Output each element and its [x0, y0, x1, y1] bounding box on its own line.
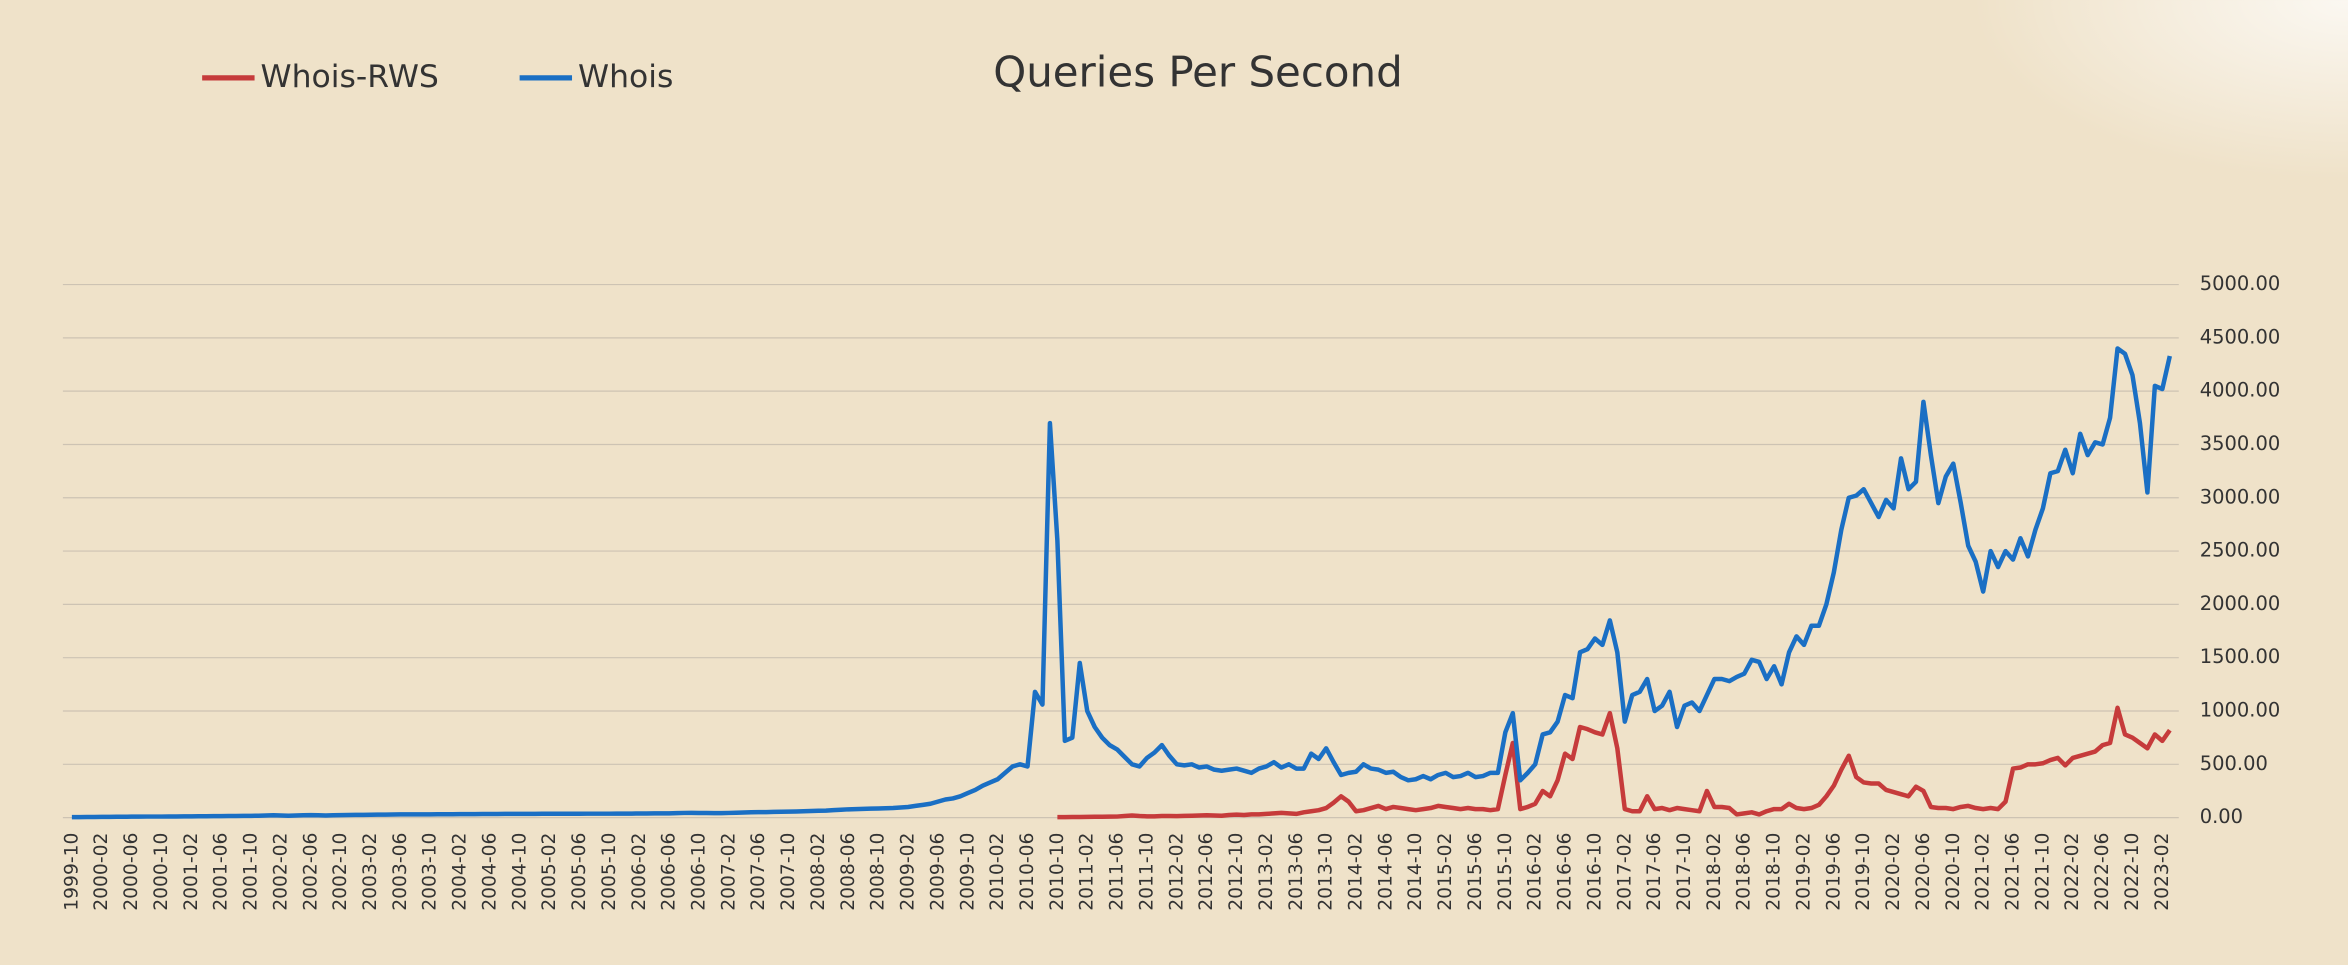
y-tick-label: 0.00 — [2200, 805, 2243, 828]
x-tick-label: 2006-02 — [629, 833, 650, 911]
x-tick-label: 2000-10 — [151, 833, 172, 911]
y-tick-label: 3500.00 — [2200, 432, 2280, 455]
x-tick-label: 2005-06 — [569, 833, 590, 911]
x-tick-label: 2021-02 — [1973, 833, 1994, 911]
x-tick-label: 2012-10 — [1226, 833, 1247, 911]
x-tick-label: 2018-10 — [1764, 833, 1785, 911]
x-tick-label: 2001-02 — [181, 833, 202, 911]
x-tick-label: 2016-10 — [1584, 833, 1605, 911]
x-tick-label: 2017-06 — [1644, 833, 1665, 911]
x-tick-label: 2003-02 — [360, 833, 381, 911]
x-tick-label: 2003-10 — [420, 833, 441, 911]
x-tick-label: 2020-02 — [1883, 833, 1904, 911]
chart-title: Queries Per Second — [993, 47, 1402, 96]
x-tick-label: 2002-10 — [330, 833, 351, 911]
x-tick-label: 2002-02 — [270, 833, 291, 911]
x-tick-label: 2017-10 — [1674, 833, 1695, 911]
y-tick-label: 1500.00 — [2200, 645, 2280, 668]
x-tick-label: 2008-02 — [808, 833, 829, 911]
series-line — [1057, 705, 2172, 820]
x-tick-label: 2005-02 — [539, 833, 560, 911]
x-tick-label: 2000-06 — [121, 833, 142, 911]
x-tick-label: 2001-06 — [211, 833, 232, 911]
x-tick-label: 2014-06 — [1375, 833, 1396, 911]
y-tick-label: 4000.00 — [2200, 379, 2280, 402]
y-tick-label: 3000.00 — [2200, 485, 2280, 508]
x-tick-label: 2003-06 — [390, 833, 411, 911]
y-tick-label: 2500.00 — [2200, 539, 2280, 562]
x-tick-label: 2022-06 — [2092, 833, 2113, 911]
x-tick-label: 2016-02 — [1525, 833, 1546, 911]
x-tick-label: 2007-02 — [718, 833, 739, 911]
x-tick-label: 2011-02 — [1077, 833, 1098, 911]
x-tick-label: 2022-02 — [2062, 833, 2083, 911]
x-tick-label: 2004-02 — [450, 833, 471, 911]
y-tick-label: 4500.00 — [2200, 325, 2280, 348]
x-tick-label: 2012-06 — [1196, 833, 1217, 911]
x-tick-label: 2007-06 — [748, 833, 769, 911]
x-tick-label: 2019-10 — [1853, 833, 1874, 911]
x-tick-label: 2013-06 — [1286, 833, 1307, 911]
x-tick-label: 2014-02 — [1346, 833, 1367, 911]
y-tick-label: 5000.00 — [2200, 272, 2280, 295]
x-tick-label: 2015-10 — [1495, 833, 1516, 911]
x-tick-label: 2020-06 — [1913, 833, 1934, 911]
x-tick-label: 2021-06 — [2003, 833, 2024, 911]
x-tick-label: 2019-02 — [1793, 833, 1814, 911]
x-tick-label: 2004-06 — [479, 833, 500, 911]
x-tick-label: 2009-06 — [927, 833, 948, 911]
x-tick-label: 2020-10 — [1943, 833, 1964, 911]
x-tick-label: 2009-10 — [957, 833, 978, 911]
x-tick-label: 2011-10 — [1136, 833, 1157, 911]
x-tick-label: 2001-10 — [241, 833, 262, 911]
x-tick-label: 2021-10 — [2032, 833, 2053, 911]
x-tick-label: 1999-10 — [61, 833, 82, 911]
x-tick-label: 2015-06 — [1465, 833, 1486, 911]
x-tick-label: 2010-06 — [1017, 833, 1038, 911]
x-tick-label: 2018-06 — [1734, 833, 1755, 911]
x-tick-label: 2019-06 — [1823, 833, 1844, 911]
x-tick-label: 2015-02 — [1435, 833, 1456, 911]
y-tick-label: 500.00 — [2200, 752, 2268, 775]
y-tick-label: 1000.00 — [2200, 699, 2280, 722]
x-tick-label: 2013-10 — [1316, 833, 1337, 911]
x-tick-label: 2010-10 — [1047, 833, 1068, 911]
x-tick-label: 2006-10 — [689, 833, 710, 911]
x-tick-label: 2000-02 — [91, 833, 112, 911]
x-tick-label: 2016-06 — [1555, 833, 1576, 911]
background-foam — [1722, 0, 2348, 300]
legend-label: Whois-RWS — [261, 59, 439, 95]
x-tick-label: 2022-10 — [2122, 833, 2143, 911]
x-tick-label: 2005-10 — [599, 833, 620, 911]
x-tick-label: 2002-06 — [300, 833, 321, 911]
x-tick-label: 2004-10 — [509, 833, 530, 911]
x-tick-label: 2018-02 — [1704, 833, 1725, 911]
x-tick-label: 2007-10 — [778, 833, 799, 911]
x-tick-label: 2011-06 — [1107, 833, 1128, 911]
x-tick-label: 2008-06 — [838, 833, 859, 911]
series-line — [71, 346, 2172, 820]
x-tick-label: 2009-02 — [898, 833, 919, 911]
y-tick-label: 2000.00 — [2200, 592, 2280, 615]
x-tick-label: 2017-02 — [1614, 833, 1635, 911]
x-tick-label: 2013-02 — [1256, 833, 1277, 911]
x-tick-label: 2008-10 — [868, 833, 889, 911]
x-tick-label: 2012-02 — [1166, 833, 1187, 911]
x-tick-label: 2023-02 — [2152, 833, 2173, 911]
x-tick-label: 2014-10 — [1405, 833, 1426, 911]
x-tick-label: 2006-06 — [659, 833, 680, 911]
x-tick-label: 2010-02 — [987, 833, 1008, 911]
legend-label: Whois — [578, 59, 673, 95]
